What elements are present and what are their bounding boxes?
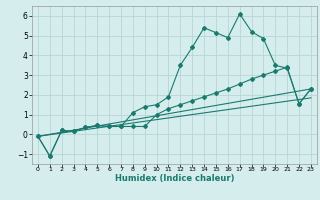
X-axis label: Humidex (Indice chaleur): Humidex (Indice chaleur) bbox=[115, 174, 234, 183]
